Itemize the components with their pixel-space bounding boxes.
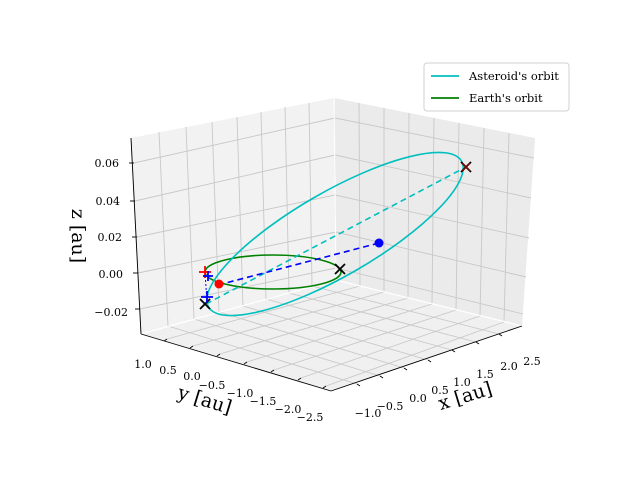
z-tick-label: 0.02 bbox=[98, 231, 123, 244]
x-tick-label: 0.0 bbox=[409, 392, 427, 405]
x-marker-dark-red bbox=[461, 162, 471, 172]
pane-edges bbox=[140, 97, 523, 335]
x-marker bbox=[334, 263, 346, 275]
x-axis-line bbox=[330, 325, 523, 392]
x-ticks: −1.0 −0.5 0.0 0.5 1.0 1.5 2.0 2.5 bbox=[355, 333, 541, 420]
x-tick-label: −1.0 bbox=[355, 407, 382, 420]
pane-left bbox=[131, 98, 336, 334]
z-axis-label: z [au] bbox=[67, 209, 89, 263]
y-axis-line bbox=[140, 333, 332, 392]
y-tick-label: 1.0 bbox=[134, 358, 152, 371]
asteroid-apsis-line bbox=[205, 166, 467, 305]
x-marker bbox=[199, 298, 211, 310]
y-tick-label: −2.0 bbox=[275, 403, 302, 416]
y-tick-label: 0.5 bbox=[159, 364, 177, 377]
earth-position-point bbox=[214, 279, 224, 289]
axis-lines bbox=[130, 137, 523, 392]
plus-marker-blue bbox=[203, 271, 213, 281]
x-tick-label: 1.5 bbox=[476, 368, 494, 381]
z-tick-label: 0.04 bbox=[96, 195, 121, 208]
y-tick-label: −0.5 bbox=[199, 379, 226, 392]
y-ticks: 1.0 0.5 0.0 −0.5 −1.0 −1.5 −2.0 −2.5 bbox=[134, 338, 327, 424]
legend: Asteroid's orbit Earth's orbit bbox=[423, 62, 570, 112]
x-tick-label: 2.5 bbox=[523, 355, 541, 368]
y-tick-label: 0.0 bbox=[183, 370, 201, 383]
connecting-line bbox=[217, 242, 380, 286]
plus-marker-blue bbox=[201, 291, 213, 303]
z-tick-label: 0.06 bbox=[95, 157, 120, 170]
asteroid-position-point bbox=[374, 238, 384, 248]
z-axis-line bbox=[130, 137, 142, 335]
z-tick-label: −0.02 bbox=[94, 306, 128, 319]
y-tick-label: −1.0 bbox=[227, 387, 254, 400]
legend-label-asteroid: Asteroid's orbit bbox=[468, 69, 559, 83]
x-tick-label: 1.0 bbox=[453, 376, 471, 389]
legend-box bbox=[423, 62, 570, 112]
z-tick-label: 0.00 bbox=[99, 268, 124, 281]
x-tick-label: 2.0 bbox=[500, 360, 518, 373]
y-tick-label: −1.5 bbox=[250, 395, 277, 408]
y-tick-label: −2.5 bbox=[297, 411, 324, 424]
legend-label-earth: Earth's orbit bbox=[469, 91, 543, 105]
z-ticks: 0.06 0.04 0.02 0.00 −0.02 bbox=[94, 157, 140, 319]
x-tick-label: −0.5 bbox=[377, 400, 404, 413]
x-tick-label: 0.5 bbox=[431, 384, 449, 397]
